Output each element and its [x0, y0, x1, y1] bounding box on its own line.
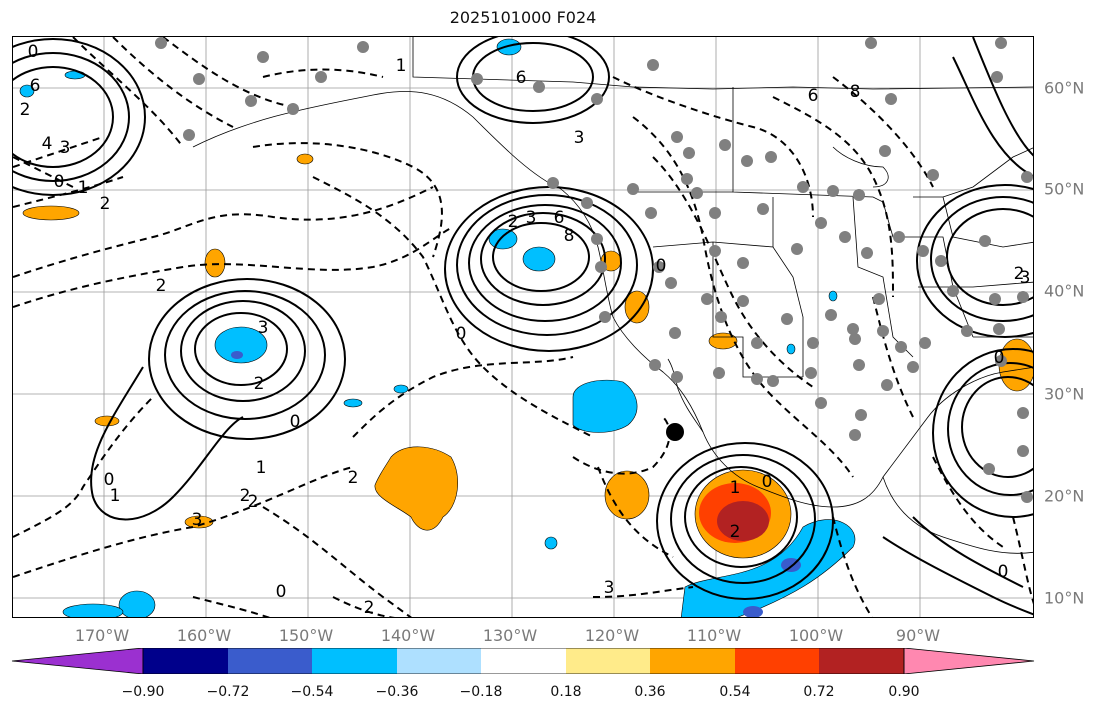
lat-label: 60°N — [1044, 78, 1085, 98]
svg-text:3: 3 — [604, 578, 615, 598]
svg-text:1: 1 — [730, 478, 741, 498]
svg-text:0: 0 — [994, 348, 1005, 368]
svg-text:2: 2 — [248, 492, 259, 512]
svg-text:0: 0 — [104, 470, 115, 490]
storm-center-marker — [666, 423, 684, 441]
colorbar-tick: 0.54 — [719, 684, 751, 700]
svg-text:1: 1 — [78, 178, 89, 198]
colorbar-tick: −0.72 — [206, 684, 250, 700]
lon-label: 150°W — [278, 626, 334, 645]
svg-text:3: 3 — [258, 318, 269, 338]
lon-label: 120°W — [584, 626, 640, 645]
colorbar-bin — [650, 648, 735, 674]
svg-text:0: 0 — [290, 412, 301, 432]
svg-text:0: 0 — [998, 562, 1009, 582]
coastlines — [192, 37, 1033, 554]
svg-text:3: 3 — [192, 510, 203, 530]
colorbar-extend-low — [11, 648, 144, 674]
svg-text:6: 6 — [30, 76, 41, 96]
colorbar-tick: −0.90 — [121, 684, 165, 700]
lon-label: 160°W — [176, 626, 232, 645]
svg-text:3: 3 — [60, 138, 71, 158]
svg-text:2: 2 — [100, 194, 111, 214]
lat-label: 30°N — [1044, 384, 1085, 404]
svg-text:2: 2 — [508, 212, 519, 232]
colorbar-tick: −0.54 — [290, 684, 334, 700]
lon-label: 140°W — [380, 626, 436, 645]
svg-text:2: 2 — [730, 522, 741, 542]
svg-text:0: 0 — [762, 472, 773, 492]
colorbar-extend-high — [903, 648, 1035, 674]
svg-text:0: 0 — [28, 42, 39, 62]
colorbar-bin — [566, 648, 650, 674]
svg-text:2: 2 — [364, 598, 375, 618]
colorbar-bin — [143, 648, 228, 674]
colorbar-bin — [481, 648, 566, 674]
map-canvas: 0 2 6 4 3 0 1 2 1 6 3 2 3 6 8 0 3 2 2 3 … — [13, 37, 1033, 618]
svg-text:0: 0 — [276, 582, 287, 602]
colorbar-bin — [397, 648, 481, 674]
svg-text:0: 0 — [656, 256, 667, 276]
colorbar-bin — [312, 648, 397, 674]
svg-text:1: 1 — [396, 56, 407, 76]
svg-text:0: 0 — [456, 324, 467, 344]
svg-text:0: 0 — [54, 172, 65, 192]
svg-text:2: 2 — [156, 276, 167, 296]
lat-label: 40°N — [1044, 281, 1085, 301]
colorbar-bin — [819, 648, 904, 674]
lat-label: 50°N — [1044, 179, 1085, 199]
svg-text:8: 8 — [564, 226, 575, 246]
svg-text:3: 3 — [526, 208, 537, 228]
svg-text:3: 3 — [1020, 268, 1031, 288]
svg-text:6: 6 — [808, 86, 819, 106]
colorbar-bin — [735, 648, 819, 674]
svg-text:2: 2 — [240, 486, 251, 506]
contour-labels: 0 2 6 4 3 0 1 2 1 6 3 2 3 6 8 0 3 2 2 3 … — [20, 42, 1031, 618]
svg-text:6: 6 — [516, 68, 527, 88]
lon-label: 110°W — [686, 626, 742, 645]
svg-text:3: 3 — [574, 128, 585, 148]
shaded-anomalies — [19, 38, 1033, 617]
svg-text:2: 2 — [348, 468, 359, 488]
colorbar-tick: 0.72 — [803, 684, 835, 700]
lon-label: 100°W — [788, 626, 844, 645]
lon-label: 90°W — [895, 626, 941, 645]
map-title: 2025101000 F024 — [449, 8, 597, 27]
colorbar-tick: 0.18 — [550, 684, 582, 700]
svg-text:1: 1 — [256, 458, 267, 478]
colorbar-tick: −0.18 — [459, 684, 503, 700]
svg-text:2: 2 — [1014, 264, 1025, 284]
colorbar-tick: 0.36 — [634, 684, 666, 700]
lon-label: 130°W — [482, 626, 538, 645]
station-markers — [155, 37, 1033, 503]
colorbar — [11, 648, 1035, 674]
svg-text:2: 2 — [254, 374, 265, 394]
svg-text:8: 8 — [850, 82, 861, 102]
lon-label: 170°W — [74, 626, 130, 645]
graticule — [13, 37, 1033, 617]
colorbar-tick: −0.36 — [375, 684, 419, 700]
svg-text:2: 2 — [20, 100, 31, 120]
map-plot-area: 0 2 6 4 3 0 1 2 1 6 3 2 3 6 8 0 3 2 2 3 … — [12, 36, 1034, 618]
lat-label: 20°N — [1044, 486, 1085, 506]
lat-label: 10°N — [1044, 588, 1085, 608]
svg-text:6: 6 — [554, 208, 565, 228]
colorbar-tick: 0.90 — [888, 684, 920, 700]
svg-text:4: 4 — [42, 134, 53, 154]
colorbar-bin — [228, 648, 312, 674]
svg-text:1: 1 — [110, 486, 121, 506]
